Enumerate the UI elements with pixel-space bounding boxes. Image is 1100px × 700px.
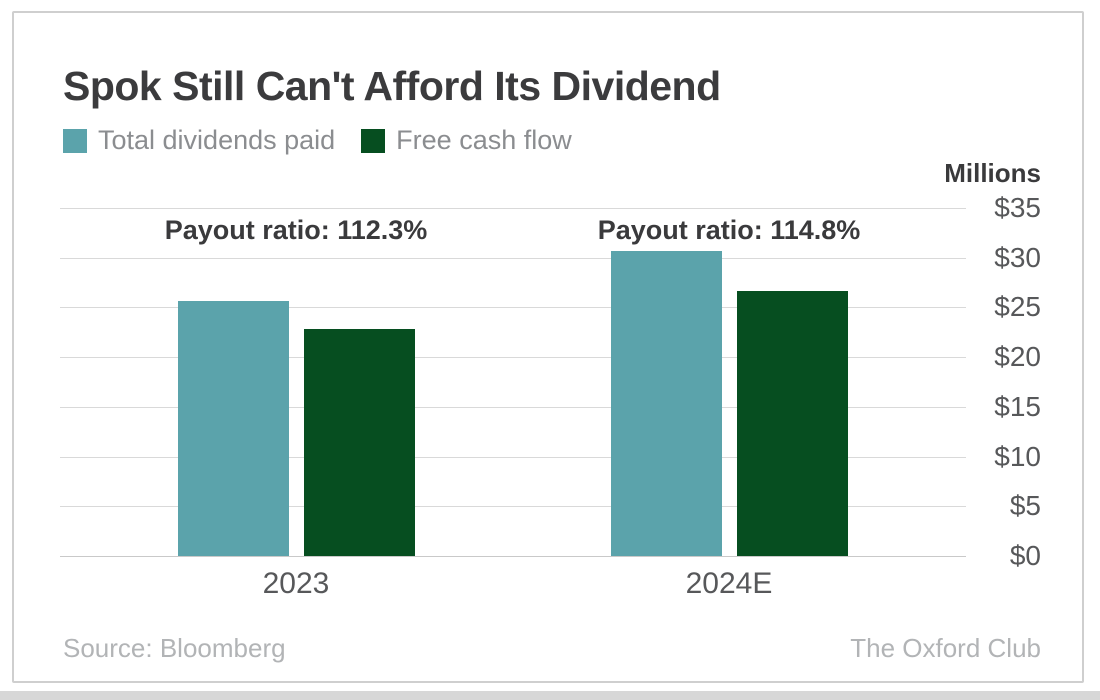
gridline-20	[60, 357, 966, 359]
y-tick-15: $15	[994, 390, 1041, 422]
gridline-5	[60, 506, 966, 508]
y-tick-20: $20	[994, 341, 1041, 373]
bar-2024E-dividends	[610, 250, 722, 556]
source-credit: Source: Bloomberg	[63, 633, 286, 663]
publisher-credit: The Oxford Club	[850, 633, 1041, 663]
bar-2023-dividends	[177, 301, 289, 556]
x-label-2023: 2023	[262, 567, 330, 600]
bar-2023-fcf	[303, 329, 415, 556]
legend-item-fcf: Free cash flow	[361, 125, 572, 156]
gridline-30	[60, 257, 966, 259]
y-tick-5: $5	[1009, 490, 1041, 522]
page-bottom-strip	[0, 691, 1100, 700]
legend-item-dividends: Total dividends paid	[63, 125, 335, 156]
gridline-10	[60, 456, 966, 458]
gridline-0	[60, 556, 966, 557]
payout-annotation-2024E: Payout ratio: 114.8%	[597, 215, 861, 245]
gridline-15	[60, 406, 966, 408]
y-tick-35: $35	[994, 192, 1041, 223]
y-tick-10: $10	[994, 440, 1041, 472]
gridline-25	[60, 307, 966, 309]
bar-2024E-fcf	[736, 290, 848, 556]
dividends-swatch-icon	[63, 128, 87, 153]
chart-title: Spok Still Can't Afford Its Dividend	[63, 63, 721, 109]
fcf-swatch-icon	[361, 128, 386, 153]
x-label-2024E: 2024E	[685, 567, 773, 600]
y-tick-25: $25	[994, 291, 1041, 323]
legend-label-dividends: Total dividends paid	[98, 125, 336, 155]
y-tick-0: $0	[1009, 540, 1041, 571]
gridline-35	[60, 208, 966, 209]
y-tick-30: $30	[994, 241, 1041, 273]
payout-annotation-2023: Payout ratio: 112.3%	[164, 215, 428, 245]
legend-label-fcf: Free cash flow	[396, 125, 572, 155]
y-axis-unit-label: Millions	[944, 158, 1041, 188]
legend: Total dividends paid Free cash flow	[63, 125, 598, 156]
